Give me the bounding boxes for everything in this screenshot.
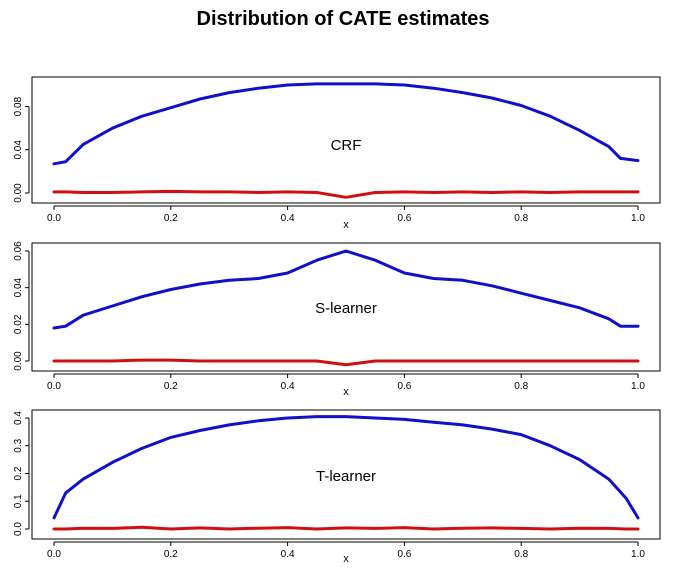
x-tick-label: 0.0	[47, 381, 61, 392]
x-tick-label: 0.4	[281, 549, 295, 560]
y-tick-label: 0.06	[13, 241, 24, 261]
series-line-1	[52, 415, 640, 520]
x-tick-label: 0.2	[164, 381, 178, 392]
x-tick-label: 0.8	[514, 381, 528, 392]
x-tick-label: 0.0	[47, 213, 61, 224]
panel-label: T-learner	[316, 468, 376, 485]
x-tick-label: 1.0	[631, 213, 645, 224]
x-tick-label: 0.6	[397, 549, 411, 560]
y-tick-label: 0.08	[13, 96, 24, 116]
page-title: Distribution of CATE estimates	[196, 8, 490, 30]
panel-label: CRF	[331, 137, 362, 154]
series-line-1	[52, 249, 640, 330]
x-axis-title: x	[343, 386, 349, 398]
y-tick-label: 0.04	[13, 140, 24, 160]
y-tick-label: 0.04	[13, 277, 24, 297]
x-tick-label: 0.4	[281, 381, 295, 392]
y-tick-label: 0.2	[13, 466, 24, 480]
plot-frame	[31, 242, 661, 372]
y-tick-label: 0.4	[13, 411, 24, 425]
chart-panel-1: 0.0 0.2 0.4 0.6 0.8 1.0 0.00 0.04 0.08 x CRF	[13, 76, 661, 231]
y-tick-label: 0.3	[13, 438, 24, 452]
x-tick-label: 0.6	[397, 213, 411, 224]
x-tick-label: 0.8	[514, 549, 528, 560]
x-tick-label: 0.8	[514, 213, 528, 224]
plot-frame	[31, 409, 661, 540]
x-tick-label: 0.2	[164, 213, 178, 224]
x-tick-label: 0.2	[164, 549, 178, 560]
x-axis-title: x	[343, 553, 349, 565]
x-tick-label: 0.0	[47, 549, 61, 560]
y-tick-label: 0.0	[13, 522, 24, 536]
y-tick-label: 0.1	[13, 494, 24, 508]
chart-panel-3: 0.0 0.2 0.4 0.6 0.8 1.0 0.0 0.1 0.2 0.3 0.4 x T-lear…	[13, 409, 661, 565]
x-axis-title: x	[343, 219, 349, 231]
x-tick-label: 1.0	[631, 381, 645, 392]
series-line-2	[52, 189, 640, 199]
chart-panel-2: 0.0 0.2 0.4 0.6 0.8 1.0 0.00 0.02 0.04 0.06 x S-lea…	[13, 241, 661, 398]
y-tick-label: 0.00	[13, 351, 24, 371]
x-tick-label: 0.4	[281, 213, 295, 224]
series-line-2	[52, 525, 640, 531]
series-line-2	[52, 358, 640, 367]
y-tick-label: 0.02	[13, 314, 24, 334]
series-line-1	[52, 82, 640, 166]
y-tick-label: 0.00	[13, 183, 24, 203]
x-tick-label: 1.0	[631, 549, 645, 560]
x-tick-label: 0.6	[397, 381, 411, 392]
panel-label: S-learner	[315, 300, 377, 317]
plot-frame	[31, 76, 661, 204]
